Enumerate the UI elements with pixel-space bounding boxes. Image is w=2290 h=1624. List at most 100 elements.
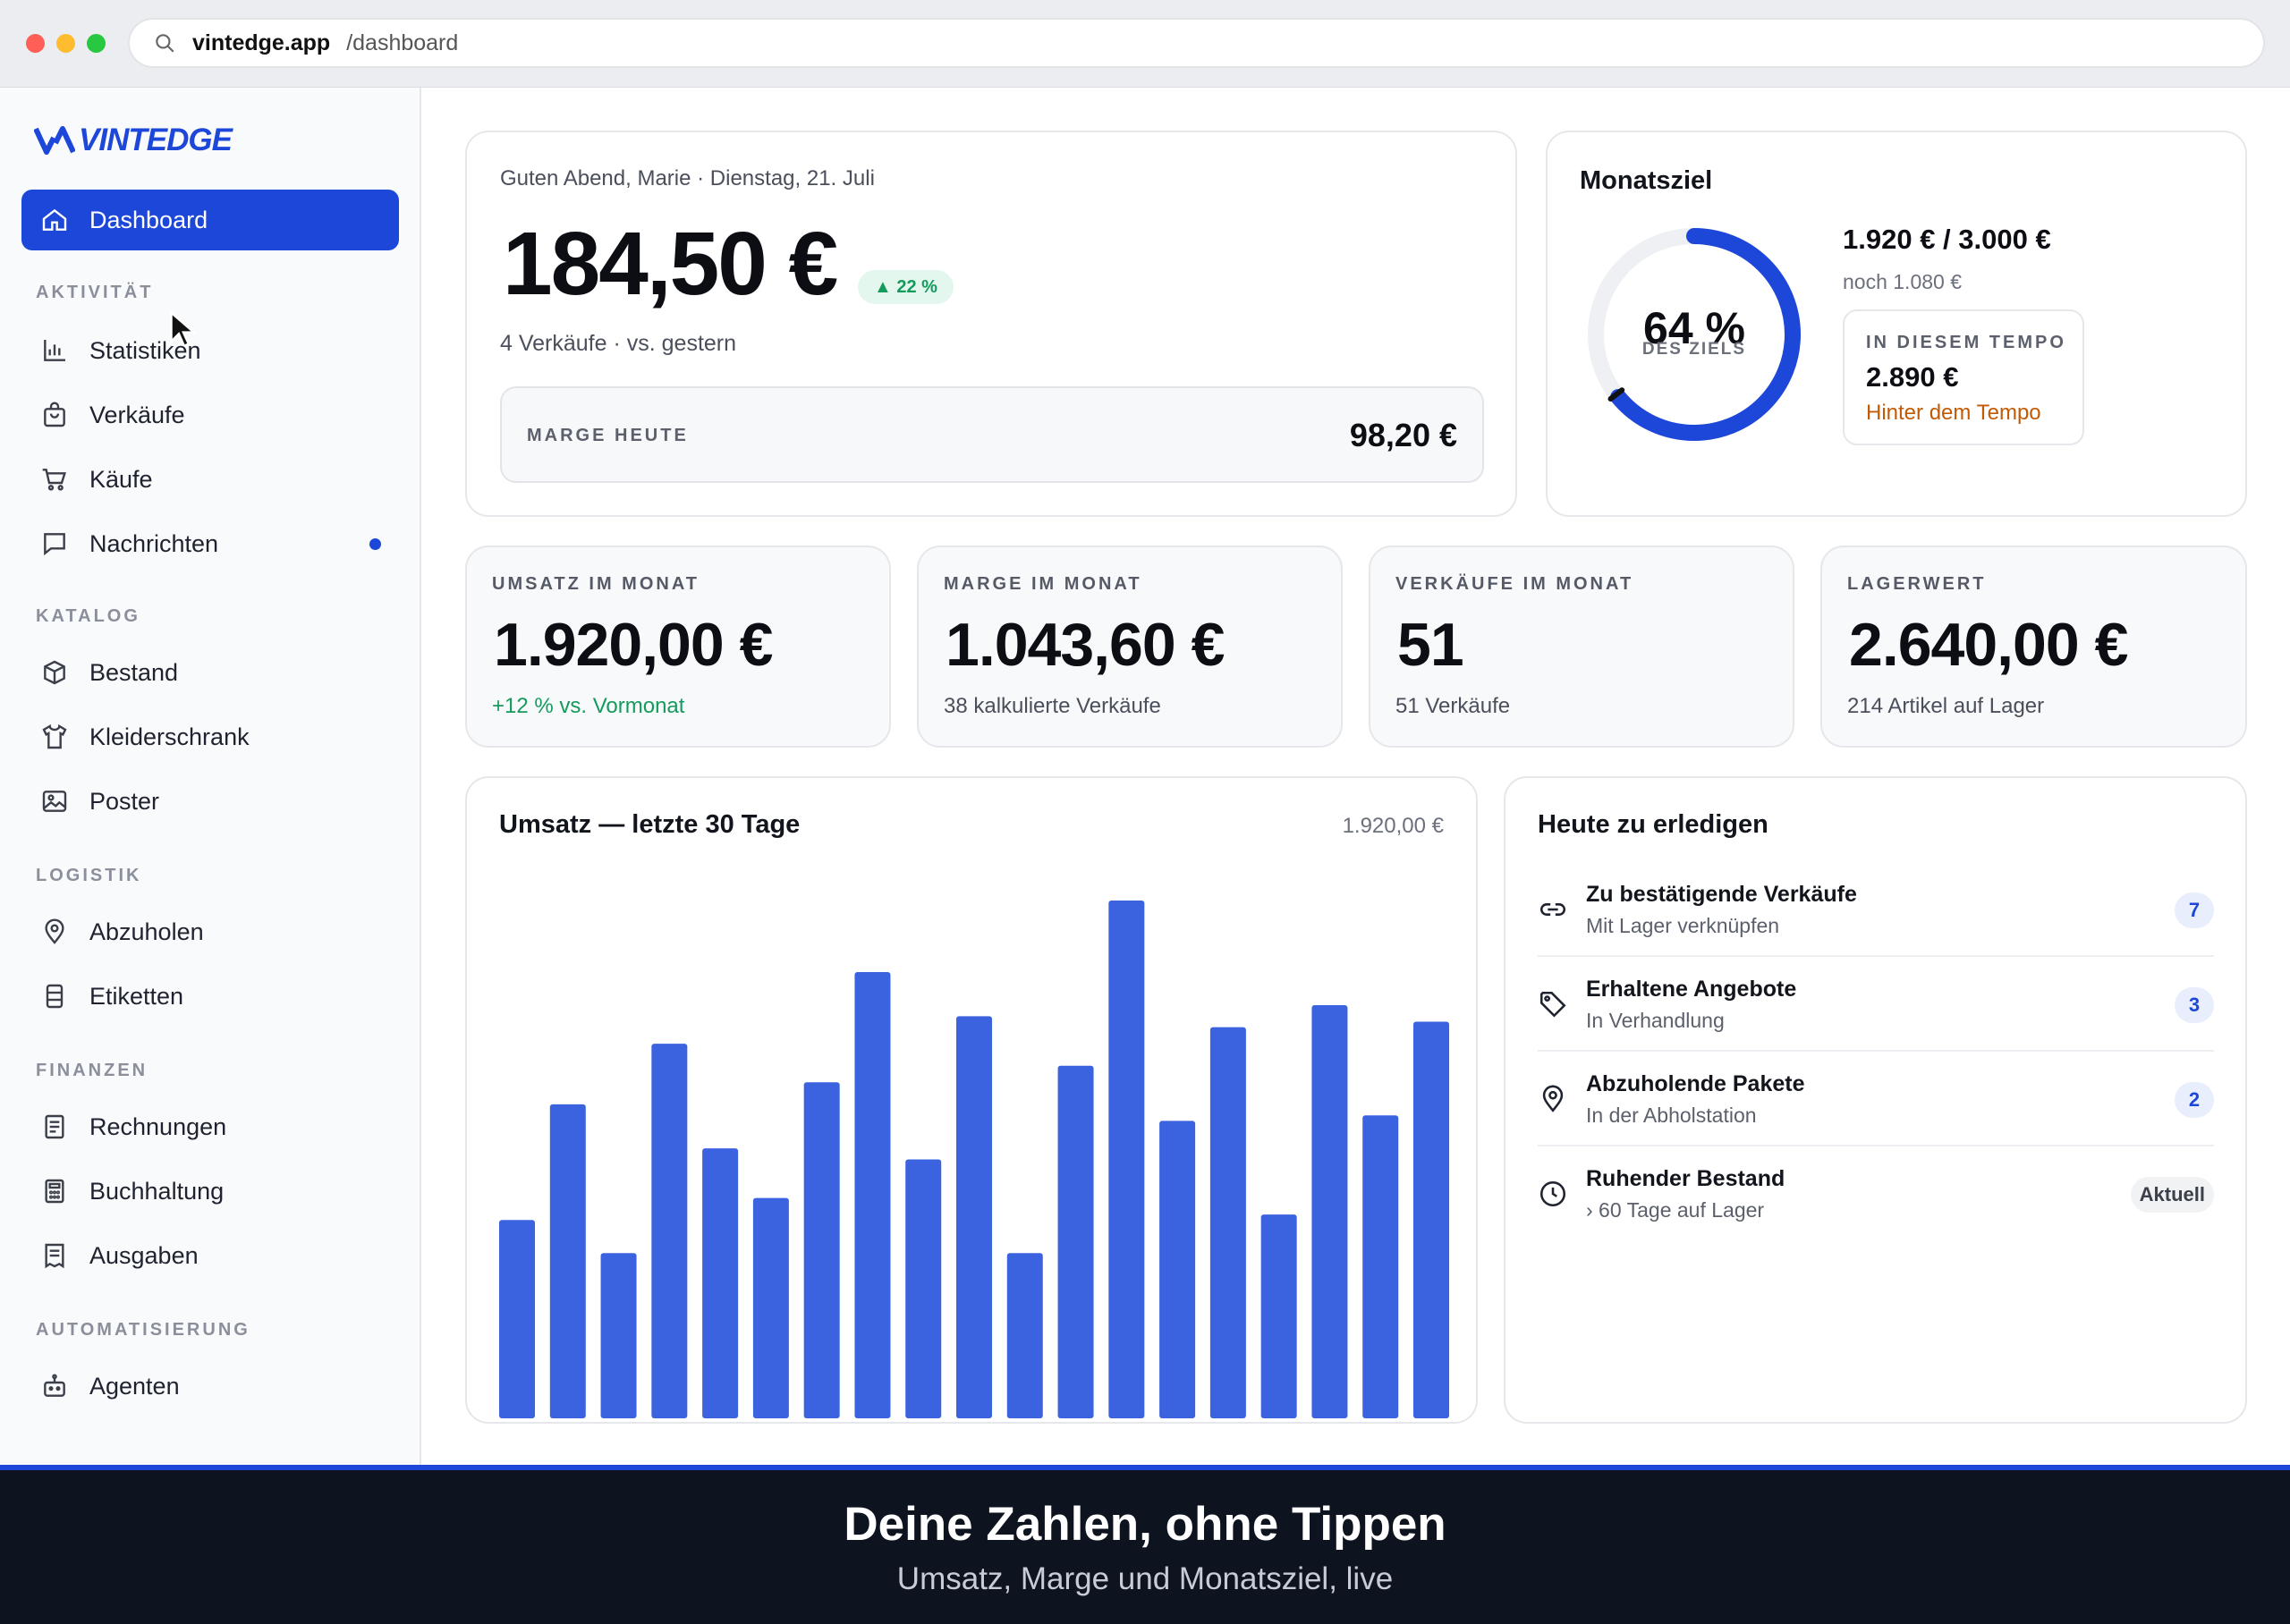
sidebar-item-poster[interactable]: Poster — [21, 771, 399, 832]
goal-percent-caption: DES ZIELS — [1641, 340, 1747, 359]
today-revenue: 184,50 € — [503, 214, 838, 314]
revenue-bar-10[interactable] — [956, 1016, 992, 1418]
sidebar-item-nachrichten[interactable]: Nachrichten — [21, 513, 399, 574]
today-subline: 4 Verkäufe · vs. gestern — [500, 331, 737, 356]
todo-item-dormant-stock[interactable]: Ruhender Bestand › 60 Tage auf Lager Akt… — [1538, 1146, 2214, 1241]
sidebar-item-bestand[interactable]: Bestand — [21, 642, 399, 703]
todo-item-subtitle: In der Abholstation — [1586, 1104, 1757, 1127]
revenue-bar-17[interactable] — [1311, 1005, 1348, 1418]
kpi-card-marge: MARGE IM MONAT 1.043,60 € 38 kalkulierte… — [917, 546, 1343, 748]
kpi-value: 2.640,00 € — [1849, 611, 2128, 679]
todo-title: Heute zu erledigen — [1538, 810, 1768, 839]
sidebar-item-kaeufe[interactable]: Käufe — [21, 449, 399, 510]
sidebar-item-ausgaben[interactable]: Ausgaben — [21, 1225, 399, 1286]
revenue-bar-16[interactable] — [1260, 1214, 1297, 1418]
revenue-bar-7[interactable] — [803, 1082, 840, 1418]
goal-progress-ring — [1588, 228, 1801, 441]
todo-item-title: Abzuholende Pakete — [1586, 1071, 1805, 1096]
kpi-value: 1.920,00 € — [494, 611, 773, 679]
todo-item-confirm-sales[interactable]: Zu bestätigende Verkäufe Mit Lager verkn… — [1538, 862, 2214, 957]
sidebar-item-label: Poster — [89, 787, 160, 815]
kpi-subtext: 38 kalkulierte Verkäufe — [944, 694, 1161, 718]
revenue-bar-12[interactable] — [1057, 1065, 1094, 1418]
receipt-icon — [39, 1240, 70, 1271]
revenue-bar-6[interactable] — [752, 1197, 789, 1418]
monthly-goal-card: Monatsziel 64 % DES ZIELS 1.920 € / 3.00… — [1546, 131, 2247, 517]
sidebar-item-agenten[interactable]: Agenten — [21, 1356, 399, 1417]
sidebar-item-label: Bestand — [89, 658, 179, 686]
goal-title: Monatsziel — [1580, 166, 1713, 195]
kpi-label: VERKÄUFE IM MONAT — [1395, 574, 1634, 594]
todo-count-badge: 2 — [2175, 1082, 2214, 1118]
clock-icon — [1539, 1180, 1566, 1207]
todo-count-badge: 3 — [2175, 987, 2214, 1023]
kpi-label: LAGERWERT — [1847, 574, 1987, 594]
sidebar-item-verkaeufe[interactable]: Verkäufe — [21, 385, 399, 445]
kpi-value: 51 — [1397, 611, 1464, 679]
greeting: Guten Abend, Marie · Dienstag, 21. Juli — [500, 166, 875, 190]
kpi-subtext: 214 Artikel auf Lager — [1847, 694, 2045, 718]
todo-item-subtitle: Mit Lager verknüpfen — [1586, 914, 1780, 937]
sidebar-item-statistiken[interactable]: Statistiken — [21, 320, 399, 381]
todo-count-badge: 7 — [2175, 892, 2214, 928]
sidebar-item-label: Buchhaltung — [89, 1177, 225, 1205]
margin-today-box: MARGE HEUTE 98,20 € — [500, 386, 1484, 483]
cart-icon — [39, 464, 70, 495]
revenue-bar-4[interactable] — [651, 1044, 688, 1418]
revenue-bar-1[interactable] — [499, 1220, 535, 1418]
bag-icon — [39, 400, 70, 430]
minimize-window-button[interactable] — [56, 34, 75, 53]
todo-item-parcels[interactable]: Abzuholende Pakete In der Abholstation 2 — [1538, 1052, 2214, 1146]
kpi-subtext: +12 % vs. Vormonat — [492, 694, 685, 718]
revenue-bar-9[interactable] — [905, 1159, 942, 1418]
revenue-bar-15[interactable] — [1209, 1027, 1246, 1418]
banner-headline: Deine Zahlen, ohne Tippen — [844, 1498, 1446, 1551]
image-icon — [39, 786, 70, 816]
sidebar-item-buchhaltung[interactable]: Buchhaltung — [21, 1161, 399, 1222]
revenue-bar-19[interactable] — [1413, 1021, 1449, 1418]
sidebar-item-label: Agenten — [89, 1372, 180, 1400]
sidebar: VINTEDGE Dashboard AKTIVITÄT Statistiken… — [0, 88, 421, 1465]
revenue-bar-5[interactable] — [702, 1148, 739, 1418]
kpi-label: UMSATZ IM MONAT — [492, 574, 700, 594]
goal-percent: 64 % — [1643, 303, 1745, 353]
today-card: Guten Abend, Marie · Dienstag, 21. Juli … — [465, 131, 1517, 517]
todo-item-title: Ruhender Bestand — [1586, 1166, 1785, 1191]
revenue-bar-2[interactable] — [549, 1104, 586, 1418]
sidebar-item-label: Verkäufe — [89, 401, 185, 428]
change-badge: ▲ 22 % — [858, 270, 954, 304]
todo-item-title: Zu bestätigende Verkäufe — [1586, 882, 1857, 907]
sidebar-item-dashboard[interactable]: Dashboard — [21, 190, 399, 250]
browser-chrome: vintedge.app /dashboard — [0, 0, 2290, 88]
todo-status-badge: Aktuell — [2130, 1177, 2214, 1213]
message-icon — [39, 529, 70, 559]
brand-logo[interactable]: VINTEDGE — [34, 122, 233, 159]
sidebar-item-kleiderschrank[interactable]: Kleiderschrank — [21, 706, 399, 767]
revenue-bar-11[interactable] — [1006, 1253, 1043, 1418]
todo-item-offers[interactable]: Erhaltene Angebote In Verhandlung 3 — [1538, 957, 2214, 1052]
todo-card: Heute zu erledigen Zu bestätigende Verkä… — [1504, 776, 2247, 1424]
section-title-logistik: LOGISTIK — [36, 866, 142, 885]
goal-pace-marker — [1607, 387, 1625, 402]
revenue-bar-13[interactable] — [1108, 900, 1145, 1418]
todo-item-subtitle: In Verhandlung — [1586, 1009, 1725, 1032]
kpi-value: 1.043,60 € — [946, 611, 1225, 679]
margin-today-value: 98,20 € — [1349, 417, 1457, 453]
revenue-bar-18[interactable] — [1362, 1115, 1399, 1418]
kpi-card-umsatz: UMSATZ IM MONAT 1.920,00 € +12 % vs. Vor… — [465, 546, 891, 748]
close-window-button[interactable] — [26, 34, 45, 53]
address-bar[interactable]: vintedge.app /dashboard — [128, 18, 2265, 68]
revenue-bar-14[interactable] — [1159, 1121, 1196, 1418]
pace-status: Hinter dem Tempo — [1866, 401, 2041, 425]
home-icon — [39, 205, 70, 235]
sidebar-item-abzuholen[interactable]: Abzuholen — [21, 901, 399, 962]
sidebar-item-etiketten[interactable]: Etiketten — [21, 966, 399, 1027]
sidebar-item-label: Nachrichten — [89, 529, 219, 557]
revenue-bar-8[interactable] — [854, 972, 891, 1418]
revenue-bar-3[interactable] — [600, 1253, 637, 1418]
goal-progress-arc — [1588, 228, 1801, 441]
url-host: vintedge.app — [192, 30, 331, 55]
maximize-window-button[interactable] — [87, 34, 106, 53]
pace-box: IN DIESEM TEMPO 2.890 € Hinter dem Tempo — [1843, 309, 2084, 445]
sidebar-item-rechnungen[interactable]: Rechnungen — [21, 1096, 399, 1157]
